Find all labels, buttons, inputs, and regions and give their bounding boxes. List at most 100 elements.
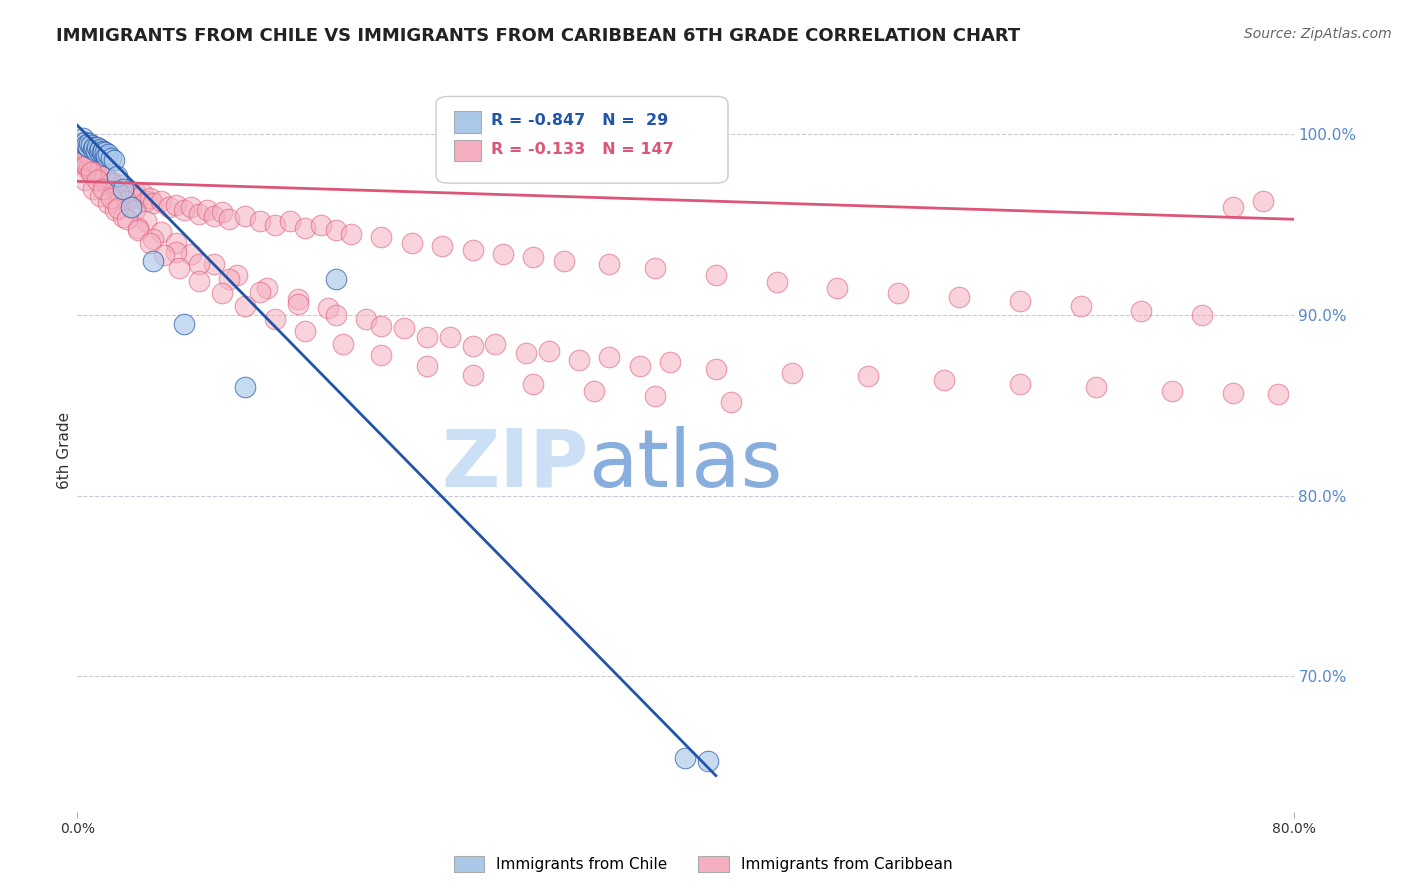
Point bbox=[644, 260, 666, 275]
Point bbox=[82, 181, 104, 195]
Point bbox=[704, 362, 727, 376]
Point bbox=[100, 176, 122, 190]
Point bbox=[628, 359, 651, 373]
Point bbox=[537, 344, 560, 359]
FancyBboxPatch shape bbox=[436, 96, 728, 183]
Point bbox=[111, 211, 134, 225]
Point bbox=[354, 311, 377, 326]
Point bbox=[84, 165, 107, 179]
Point bbox=[115, 194, 138, 209]
Point bbox=[107, 202, 129, 216]
Point bbox=[515, 346, 537, 360]
Point bbox=[91, 181, 114, 195]
Point bbox=[117, 181, 139, 195]
Point bbox=[142, 232, 165, 246]
Point bbox=[188, 257, 211, 271]
Point bbox=[278, 214, 301, 228]
Point bbox=[332, 337, 354, 351]
Text: IMMIGRANTS FROM CHILE VS IMMIGRANTS FROM CARIBBEAN 6TH GRADE CORRELATION CHART: IMMIGRANTS FROM CHILE VS IMMIGRANTS FROM… bbox=[56, 27, 1021, 45]
Point bbox=[153, 248, 176, 262]
Point bbox=[780, 366, 803, 380]
Point bbox=[461, 339, 484, 353]
Point bbox=[89, 142, 111, 156]
Point bbox=[325, 272, 347, 286]
Point bbox=[103, 153, 125, 167]
Point bbox=[325, 308, 347, 322]
Point bbox=[96, 149, 118, 163]
Point bbox=[461, 243, 484, 257]
Point bbox=[675, 750, 697, 764]
Point bbox=[73, 172, 96, 186]
Point bbox=[392, 320, 415, 334]
Point bbox=[135, 214, 157, 228]
Point bbox=[124, 185, 146, 199]
Point bbox=[124, 203, 146, 218]
Text: R = -0.133   N = 147: R = -0.133 N = 147 bbox=[491, 142, 673, 157]
Text: atlas: atlas bbox=[588, 425, 783, 504]
Point bbox=[659, 355, 682, 369]
Point bbox=[86, 169, 108, 183]
Point bbox=[309, 218, 332, 232]
Point bbox=[697, 754, 720, 768]
Point bbox=[484, 337, 506, 351]
Point bbox=[188, 274, 211, 288]
Point bbox=[97, 196, 120, 211]
Point bbox=[77, 147, 100, 161]
Point bbox=[120, 200, 142, 214]
Point bbox=[157, 200, 180, 214]
Point bbox=[1191, 308, 1213, 322]
Point bbox=[1222, 385, 1244, 400]
Point bbox=[765, 276, 787, 290]
Point bbox=[583, 384, 606, 398]
Point bbox=[108, 178, 131, 192]
Point bbox=[79, 136, 101, 151]
Point bbox=[111, 185, 134, 199]
Point bbox=[233, 299, 256, 313]
Point bbox=[77, 161, 100, 176]
Point bbox=[370, 318, 392, 333]
Point bbox=[84, 144, 107, 158]
Point bbox=[439, 329, 461, 343]
Point bbox=[211, 286, 233, 301]
Point bbox=[226, 268, 249, 283]
Point bbox=[80, 138, 103, 153]
Point bbox=[75, 138, 97, 153]
Text: R = -0.847   N =  29: R = -0.847 N = 29 bbox=[491, 112, 668, 128]
Point bbox=[93, 145, 115, 160]
Point bbox=[932, 373, 955, 387]
Point bbox=[1251, 194, 1274, 209]
Point bbox=[80, 165, 103, 179]
Point bbox=[249, 214, 271, 228]
Point bbox=[142, 196, 165, 211]
Point bbox=[173, 203, 195, 218]
Point bbox=[218, 272, 240, 286]
Point bbox=[104, 203, 127, 218]
Point bbox=[401, 235, 423, 250]
Point bbox=[93, 169, 115, 183]
Point bbox=[856, 369, 879, 384]
Point bbox=[105, 169, 128, 183]
Point bbox=[1161, 384, 1184, 398]
Point bbox=[127, 223, 149, 237]
Point bbox=[325, 223, 347, 237]
Point bbox=[827, 281, 849, 295]
Point bbox=[82, 163, 104, 178]
Point bbox=[135, 194, 157, 209]
Point bbox=[287, 292, 309, 306]
Point bbox=[340, 227, 363, 241]
Point bbox=[139, 235, 162, 250]
Point bbox=[167, 260, 190, 275]
Point bbox=[70, 136, 93, 151]
Point bbox=[149, 225, 172, 239]
FancyBboxPatch shape bbox=[454, 140, 481, 161]
Point bbox=[218, 212, 240, 227]
Point bbox=[294, 324, 316, 338]
Point bbox=[1130, 304, 1153, 318]
Point bbox=[202, 209, 225, 223]
Point bbox=[553, 253, 575, 268]
Point bbox=[316, 301, 339, 315]
Point bbox=[87, 167, 110, 181]
Point bbox=[249, 285, 271, 299]
Point bbox=[948, 290, 970, 304]
Y-axis label: 6th Grade: 6th Grade bbox=[56, 412, 72, 489]
